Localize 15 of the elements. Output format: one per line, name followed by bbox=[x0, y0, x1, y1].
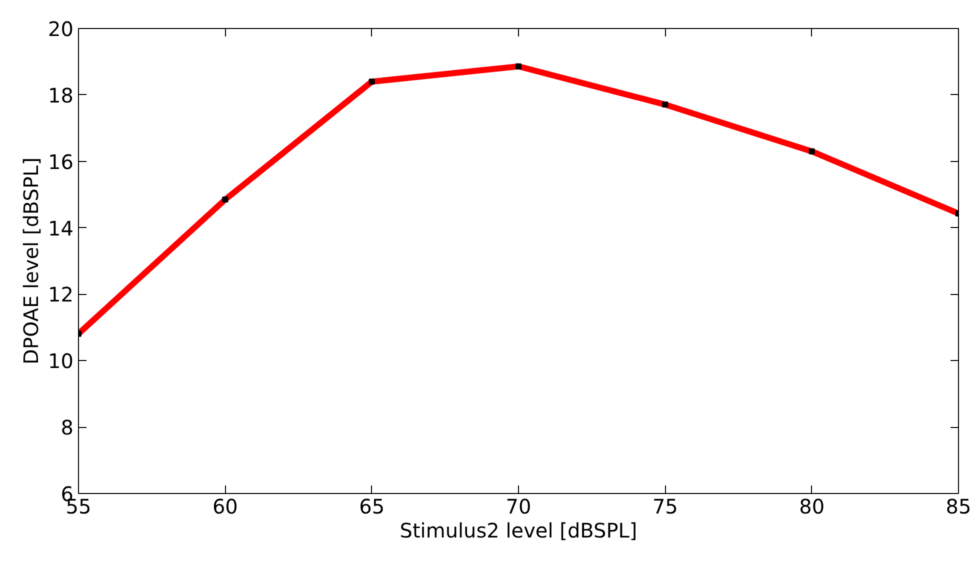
y-tick-label: 12 bbox=[48, 282, 74, 307]
x-tick-label: 65 bbox=[359, 494, 385, 518]
x-tick-label: 70 bbox=[506, 494, 532, 518]
x-tick-label: 75 bbox=[652, 494, 678, 518]
y-tick-label: 16 bbox=[48, 150, 74, 174]
x-tick-label: 80 bbox=[799, 494, 825, 518]
y-tick-label: 14 bbox=[48, 216, 74, 240]
x-tick-label: 85 bbox=[946, 494, 972, 518]
x-axis-title: Stimulus2 level [dBSPL] bbox=[400, 518, 638, 542]
y-tick-label: 8 bbox=[60, 416, 74, 440]
y-axis-title: DPOAE level [dBSPL] bbox=[19, 157, 44, 365]
y-tick-label: 18 bbox=[48, 83, 74, 108]
x-tick-label: 60 bbox=[212, 494, 238, 518]
y-tick-label: 20 bbox=[48, 17, 74, 41]
y-tick-label: 10 bbox=[48, 349, 74, 374]
